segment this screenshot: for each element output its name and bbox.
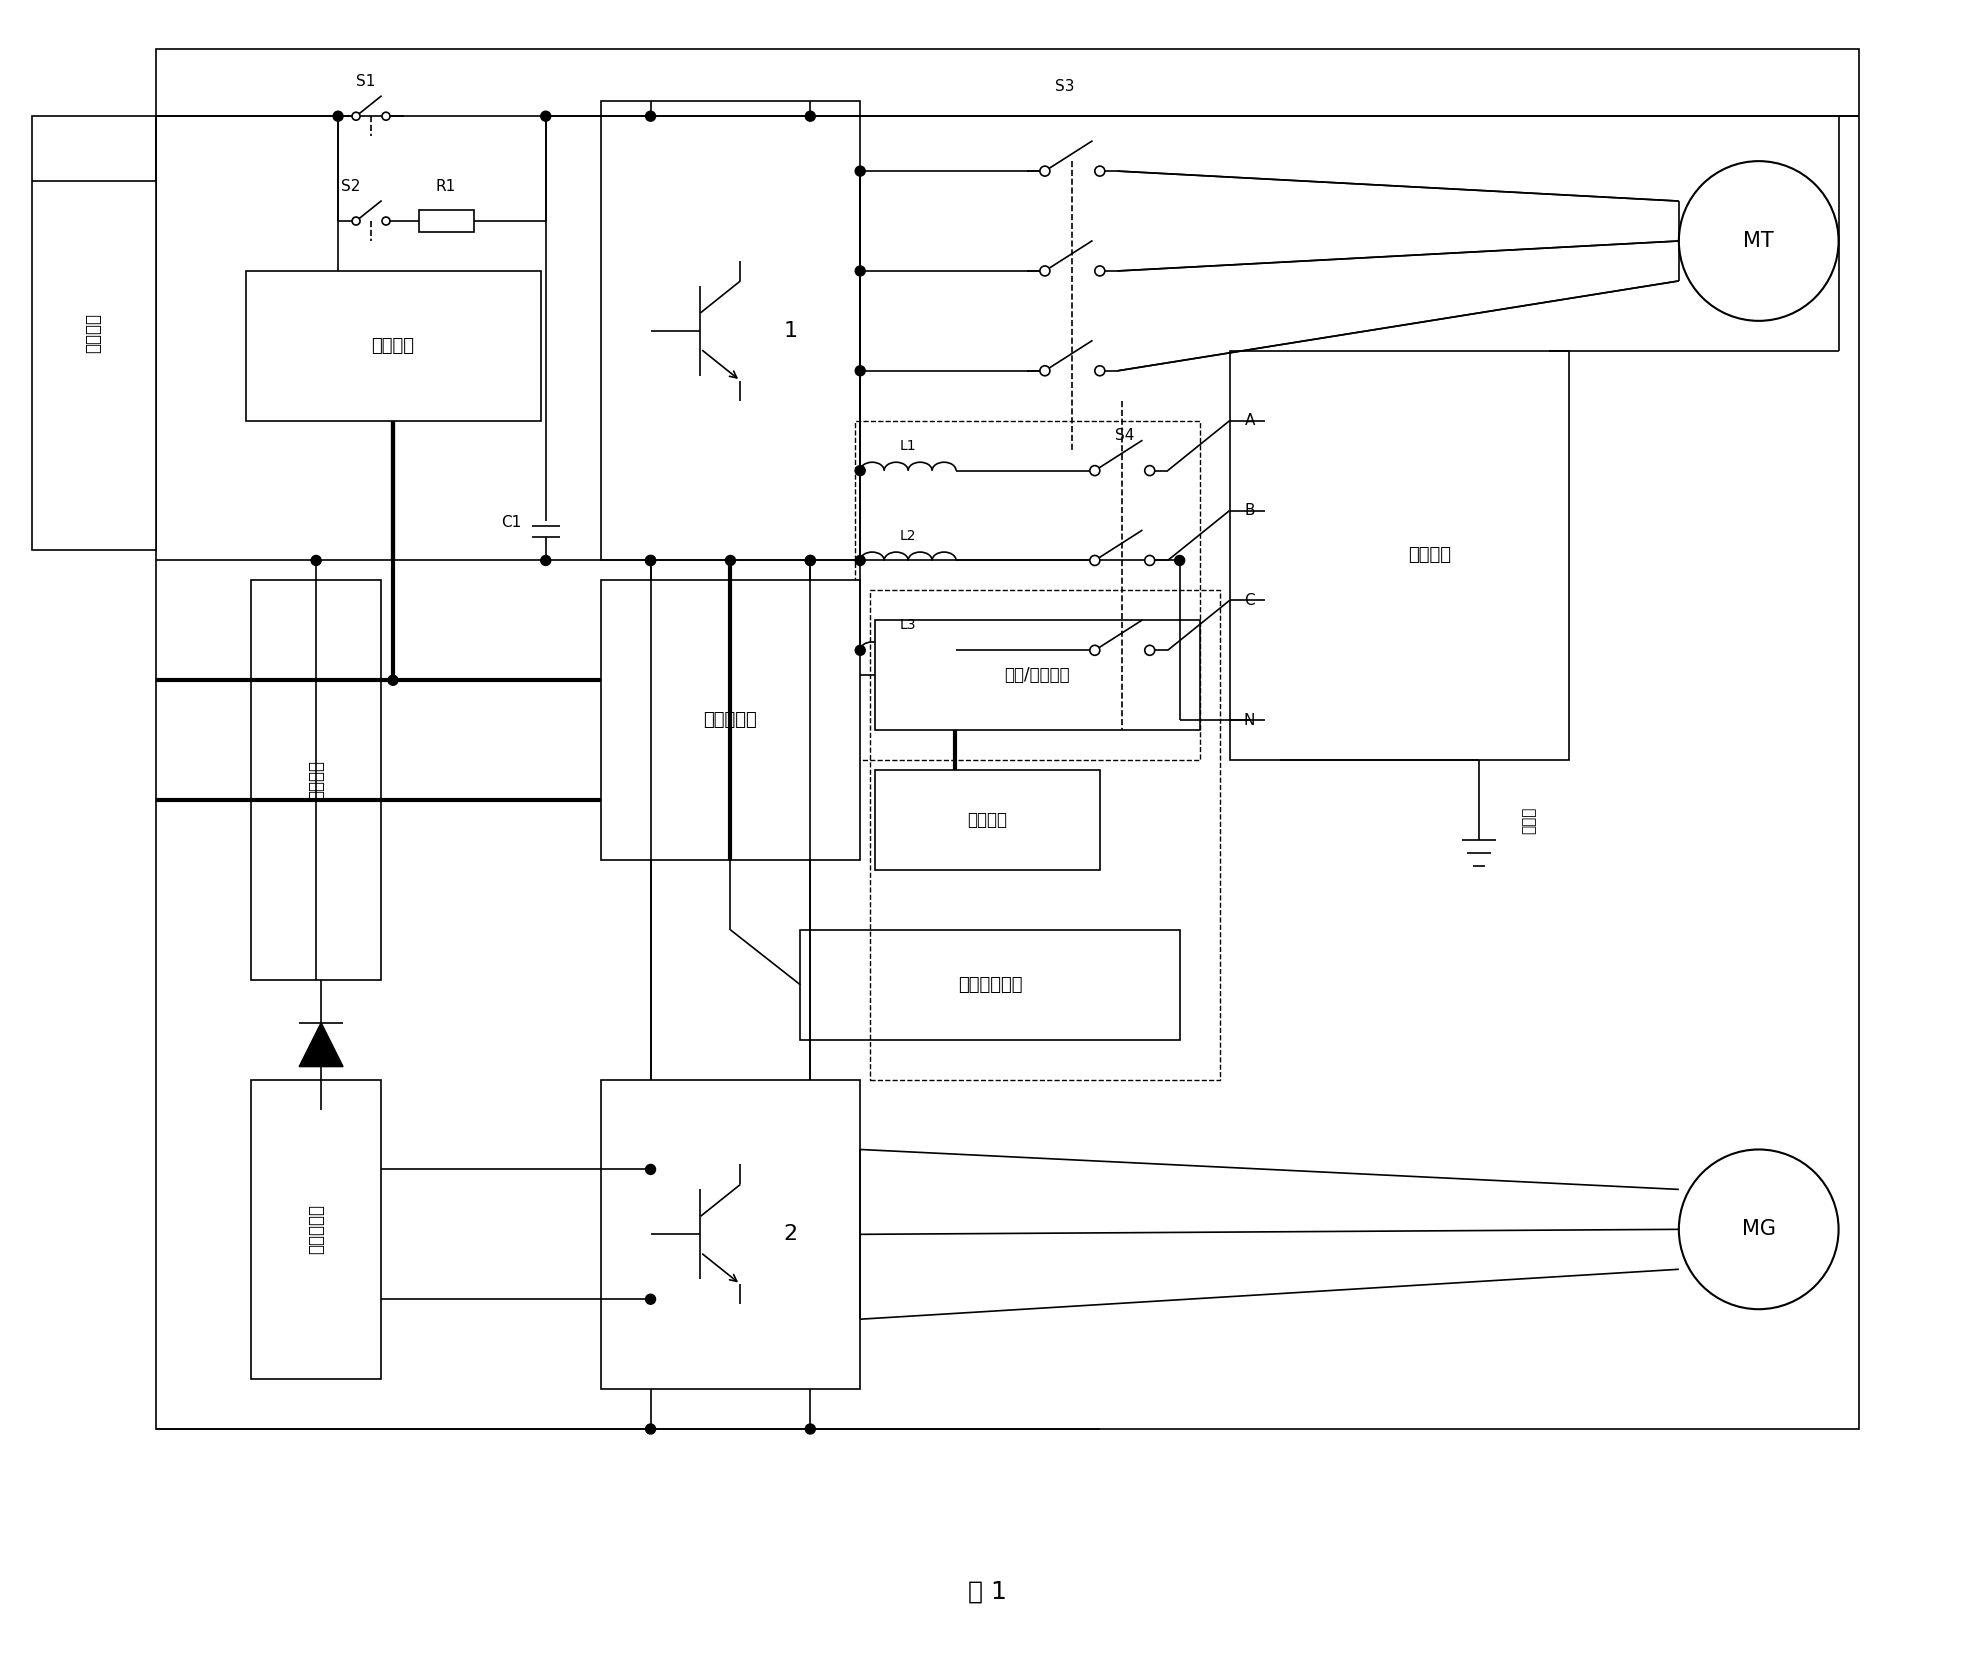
Text: 2: 2: [783, 1225, 797, 1245]
Circle shape: [645, 1295, 655, 1305]
Text: S2: S2: [341, 179, 361, 194]
Circle shape: [1040, 166, 1050, 176]
Circle shape: [1089, 555, 1099, 565]
Text: MG: MG: [1740, 1220, 1776, 1240]
Circle shape: [1174, 555, 1184, 565]
Text: 供电控制: 供电控制: [371, 336, 414, 355]
Circle shape: [854, 166, 864, 176]
Circle shape: [1095, 366, 1105, 376]
Circle shape: [1040, 266, 1050, 276]
Text: R1: R1: [436, 179, 456, 194]
Circle shape: [351, 112, 359, 120]
Circle shape: [854, 266, 864, 276]
Text: 架构井: 架构井: [1521, 806, 1535, 833]
Text: S1: S1: [357, 74, 375, 89]
Circle shape: [541, 555, 550, 565]
Bar: [32, 115, 156, 550]
Text: 低压供电: 低压供电: [308, 760, 326, 800]
Bar: [247, 271, 541, 420]
Text: MT: MT: [1742, 231, 1774, 251]
Bar: [799, 930, 1180, 1039]
Text: A: A: [1243, 413, 1255, 428]
Text: 主控制单元: 主控制单元: [702, 711, 758, 729]
Text: 车载能源: 车载能源: [85, 313, 103, 353]
Text: 电附件接口: 电附件接口: [308, 1205, 326, 1255]
Text: C1: C1: [501, 515, 521, 530]
Bar: [600, 581, 860, 860]
Circle shape: [1144, 555, 1154, 565]
Bar: [600, 102, 860, 560]
Text: L2: L2: [900, 529, 915, 542]
Text: 充电辅助电源: 充电辅助电源: [957, 975, 1022, 994]
Circle shape: [854, 465, 864, 475]
Circle shape: [645, 555, 655, 565]
Polygon shape: [300, 1022, 343, 1067]
Circle shape: [333, 110, 343, 120]
Text: 图 1: 图 1: [967, 1579, 1006, 1604]
Circle shape: [1095, 266, 1105, 276]
Bar: [418, 211, 474, 233]
Circle shape: [1089, 646, 1099, 656]
Circle shape: [383, 217, 391, 224]
Circle shape: [312, 555, 322, 565]
Circle shape: [645, 1424, 655, 1434]
Bar: [854, 420, 1200, 760]
Text: L1: L1: [900, 438, 915, 453]
Circle shape: [1040, 366, 1050, 376]
Circle shape: [854, 366, 864, 376]
Circle shape: [805, 555, 815, 565]
Bar: [1229, 351, 1569, 760]
Bar: [870, 591, 1219, 1079]
Text: C: C: [1243, 592, 1255, 607]
Bar: [156, 49, 1859, 1429]
Circle shape: [805, 555, 815, 565]
Circle shape: [1095, 166, 1105, 176]
Bar: [251, 1079, 381, 1379]
Bar: [251, 581, 381, 980]
Circle shape: [1144, 646, 1154, 656]
Circle shape: [351, 217, 359, 224]
Text: 充电接口: 充电接口: [1407, 547, 1450, 564]
Circle shape: [724, 555, 736, 565]
Bar: [600, 1079, 860, 1389]
Circle shape: [645, 1164, 655, 1174]
Text: S4: S4: [1115, 428, 1134, 443]
Circle shape: [805, 1424, 815, 1434]
Circle shape: [541, 110, 550, 120]
Circle shape: [1089, 465, 1099, 475]
Text: B: B: [1243, 504, 1255, 519]
Text: N: N: [1243, 713, 1255, 728]
Circle shape: [645, 110, 655, 120]
Circle shape: [383, 112, 391, 120]
Bar: [874, 621, 1200, 729]
Bar: [874, 770, 1099, 870]
Text: S3: S3: [1056, 79, 1073, 94]
Circle shape: [645, 555, 655, 565]
Text: L3: L3: [900, 619, 915, 632]
Text: 充电/驱动切换: 充电/驱动切换: [1004, 666, 1069, 684]
Text: 充电判断: 充电判断: [967, 811, 1006, 830]
Circle shape: [389, 676, 399, 686]
Text: 1: 1: [783, 321, 797, 341]
Circle shape: [805, 110, 815, 120]
Circle shape: [854, 646, 864, 656]
Circle shape: [854, 555, 864, 565]
Circle shape: [1144, 465, 1154, 475]
